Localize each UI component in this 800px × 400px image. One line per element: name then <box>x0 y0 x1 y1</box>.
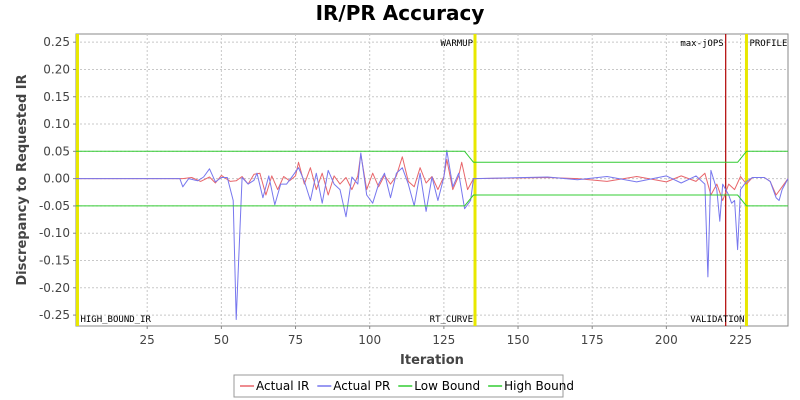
series-line <box>76 150 788 163</box>
legend-entry: Actual PR <box>333 379 390 393</box>
y-tick-label: 0.20 <box>43 62 70 76</box>
x-tick-label: 125 <box>432 333 455 347</box>
marker-label: max-jOPS <box>680 39 723 49</box>
y-tick-label: 0.05 <box>43 144 70 158</box>
legend-entry: High Bound <box>504 379 574 393</box>
x-axis-label: Iteration <box>400 353 464 368</box>
y-tick-label: -0.10 <box>39 226 70 240</box>
x-tick-label: 75 <box>288 333 303 347</box>
x-tick-label: 100 <box>358 333 381 347</box>
y-tick-label: 0.25 <box>43 35 70 49</box>
x-tick-label: 150 <box>507 333 530 347</box>
y-axis-label: Discrepancy to Requested IR <box>15 74 30 285</box>
x-axis-ticks: 25 50 75 100 125 150 175 200 225 <box>140 326 752 347</box>
y-tick-label: -0.20 <box>39 281 70 295</box>
chart-title: IR/PR Accuracy <box>316 1 485 25</box>
y-tick-label: 0.00 <box>43 172 70 186</box>
marker-label: WARMUP <box>441 39 474 49</box>
y-tick-label: -0.15 <box>39 254 70 268</box>
x-tick-label: 50 <box>214 333 229 347</box>
series-lines <box>76 149 789 320</box>
x-tick-label: 200 <box>655 333 678 347</box>
y-tick-label: 0.15 <box>43 90 70 104</box>
series-line <box>76 153 789 201</box>
plot-area <box>75 33 789 327</box>
y-tick-label: -0.25 <box>39 308 70 322</box>
legend-entry: Low Bound <box>414 379 480 393</box>
marker-label: HIGH_BOUND_IR <box>80 315 151 325</box>
legend: Actual IR Actual PR Low Bound High Bound <box>233 374 574 398</box>
y-axis-ticks: -0.25 -0.20 -0.15 -0.10 -0.05 0.00 0.05 0.10 0.1… <box>39 35 76 322</box>
legend-entry: Actual IR <box>256 379 309 393</box>
x-tick-label: 25 <box>140 333 155 347</box>
series-line <box>76 194 788 207</box>
x-tick-label: 225 <box>729 333 752 347</box>
y-tick-label: -0.05 <box>39 199 70 213</box>
x-tick-label: 175 <box>581 333 604 347</box>
marker-label: VALIDATION <box>690 315 744 325</box>
grid <box>76 34 788 326</box>
markers: HIGH_BOUND_IR WARMUP RT_CURVE max-jOPS VALID… <box>75 34 787 326</box>
marker-label: RT_CURVE <box>430 315 473 325</box>
y-tick-label: 0.10 <box>43 117 70 131</box>
series-line <box>76 149 789 320</box>
marker-label: PROFILE <box>749 39 787 49</box>
